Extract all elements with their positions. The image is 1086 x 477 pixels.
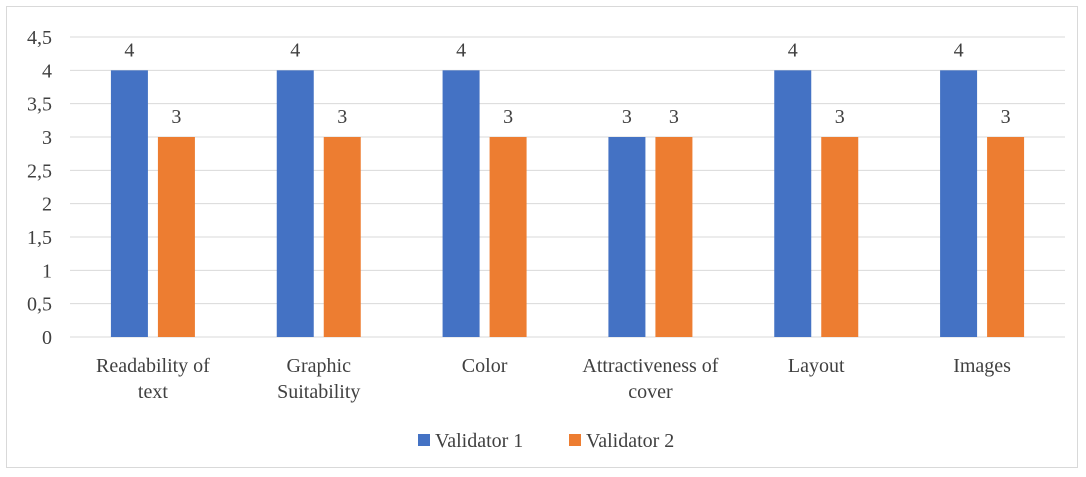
x-category-label: text bbox=[138, 381, 168, 403]
data-labels: 4 3 4 3 4 3 3 3 4 3 4 3 bbox=[124, 39, 1010, 128]
data-label: 3 bbox=[835, 106, 845, 128]
data-label: 3 bbox=[669, 106, 679, 128]
data-label: 4 bbox=[788, 39, 798, 61]
bar bbox=[821, 137, 859, 337]
bar bbox=[489, 137, 527, 337]
bar bbox=[774, 70, 812, 337]
y-tick-label: 3,5 bbox=[27, 94, 52, 116]
y-axis-ticks: 0 0,5 1 1,5 2 2,5 3 3,5 4 4,5 bbox=[27, 27, 52, 349]
data-label: 3 bbox=[622, 106, 632, 128]
y-tick-label: 0 bbox=[42, 327, 52, 349]
y-tick-label: 2,5 bbox=[27, 160, 52, 182]
y-tick-label: 1 bbox=[42, 260, 52, 282]
y-tick-label: 3 bbox=[42, 127, 52, 149]
x-axis-categories: Readability of text Graphic Suitability Colo… bbox=[96, 355, 1011, 403]
bar bbox=[110, 70, 148, 337]
legend-swatch bbox=[418, 434, 430, 446]
bar bbox=[608, 137, 646, 337]
x-category-label: Graphic bbox=[287, 355, 352, 377]
bar bbox=[276, 70, 314, 337]
grid-lines bbox=[70, 36, 1065, 338]
y-tick-label: 4 bbox=[42, 60, 52, 82]
legend: Validator 1 Validator 2 bbox=[418, 430, 674, 452]
bar bbox=[157, 137, 195, 337]
bar bbox=[323, 137, 361, 337]
bar bbox=[655, 137, 693, 337]
x-category-label: Suitability bbox=[277, 381, 360, 403]
x-category-label: cover bbox=[628, 381, 673, 403]
bar bbox=[987, 137, 1025, 337]
bar bbox=[940, 70, 978, 337]
x-category-label: Images bbox=[953, 355, 1011, 377]
bar bbox=[442, 70, 480, 337]
x-category-label: Readability of bbox=[96, 355, 210, 377]
bars bbox=[110, 70, 1025, 337]
legend-label: Validator 2 bbox=[586, 430, 674, 452]
x-category-label: Color bbox=[462, 355, 508, 377]
y-tick-label: 4,5 bbox=[27, 27, 52, 49]
data-label: 4 bbox=[290, 39, 300, 61]
data-label: 4 bbox=[954, 39, 964, 61]
y-tick-label: 2 bbox=[42, 194, 52, 216]
legend-label: Validator 1 bbox=[435, 430, 523, 452]
data-label: 4 bbox=[124, 39, 134, 61]
data-label: 3 bbox=[171, 106, 181, 128]
y-tick-label: 0,5 bbox=[27, 294, 52, 316]
x-category-label: Attractiveness of bbox=[582, 355, 718, 377]
y-tick-label: 1,5 bbox=[27, 227, 52, 249]
data-label: 4 bbox=[456, 39, 466, 61]
legend-swatch bbox=[569, 434, 581, 446]
data-label: 3 bbox=[503, 106, 513, 128]
x-category-label: Layout bbox=[788, 355, 845, 377]
data-label: 3 bbox=[337, 106, 347, 128]
data-label: 3 bbox=[1001, 106, 1011, 128]
